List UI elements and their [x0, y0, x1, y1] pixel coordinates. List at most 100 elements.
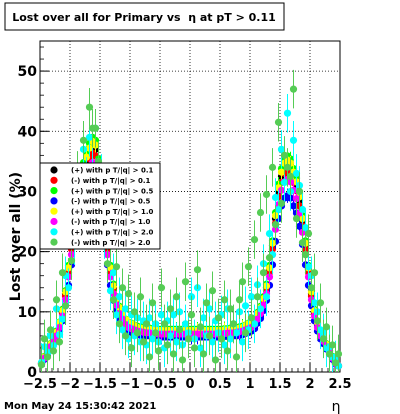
data-point [148, 335, 157, 343]
data-point [124, 290, 133, 298]
legend-label: (-) with p T/|q| > 0.5 [71, 198, 151, 207]
data-point [130, 308, 139, 316]
data-point [277, 145, 286, 153]
data-point [121, 305, 130, 313]
x-tick-label: 0 [185, 377, 194, 392]
data-point [217, 335, 226, 343]
data-point [181, 320, 190, 328]
x-tick-label: −1 [120, 377, 140, 392]
legend-label: (+) with p T/|q| > 2.0 [71, 229, 154, 238]
data-point [226, 335, 235, 343]
data-point [64, 264, 73, 272]
x-tick-label: 1 [245, 377, 254, 392]
data-point [241, 302, 250, 310]
data-point [301, 251, 310, 259]
legend-marker [50, 217, 58, 226]
data-point [304, 263, 313, 271]
data-point [238, 278, 247, 286]
data-point [238, 338, 247, 346]
data-point [115, 293, 124, 301]
data-point [331, 359, 340, 367]
legend-marker [50, 176, 58, 184]
data-point [262, 190, 271, 199]
y-tick-label: 0 [27, 365, 37, 381]
x-tick-label: −2.5 [23, 377, 57, 392]
data-point [310, 269, 319, 277]
data-point [154, 347, 163, 355]
data-point [250, 320, 259, 328]
data-point [328, 341, 337, 349]
timestamp: Mon May 24 15:30:42 2021 [4, 401, 156, 412]
data-point [280, 178, 289, 187]
data-point [163, 341, 172, 349]
data-point [157, 284, 166, 292]
data-point [199, 314, 208, 322]
data-point [292, 195, 301, 203]
legend-marker [50, 207, 58, 215]
data-point [208, 338, 217, 346]
data-point [316, 299, 325, 307]
data-point [271, 220, 280, 229]
y-tick-label: 30 [18, 184, 38, 200]
data-point [37, 361, 46, 369]
data-point [292, 214, 301, 223]
data-point [103, 260, 112, 268]
data-point [79, 136, 88, 144]
legend-marker [50, 187, 58, 195]
data-point [112, 311, 121, 319]
legend-label: (+) with p T/|q| > 0.5 [71, 187, 154, 196]
data-point [214, 314, 223, 322]
data-point [274, 118, 283, 126]
data-point [289, 85, 298, 93]
data-point [40, 335, 49, 343]
x-tick-label: 0.5 [208, 377, 231, 392]
data-point [223, 347, 232, 355]
data-point [181, 278, 190, 286]
data-point [109, 296, 118, 304]
data-point [289, 202, 298, 210]
data-point [208, 287, 217, 295]
data-point [256, 305, 265, 313]
data-point [229, 320, 238, 328]
title-box [4, 2, 285, 31]
data-point [277, 168, 286, 176]
data-point [46, 326, 55, 334]
data-point [169, 311, 178, 319]
data-point [199, 350, 208, 358]
data-point [49, 347, 58, 355]
legend-label: (+) with p T/|q| > 0.1 [71, 167, 154, 176]
data-point [127, 344, 136, 352]
data-point [205, 305, 214, 313]
data-point [145, 314, 154, 322]
data-point [184, 335, 193, 343]
data-point [232, 353, 241, 361]
data-point [322, 323, 331, 331]
data-point [166, 305, 175, 313]
y-tick-label: 10 [18, 305, 38, 321]
x-tick-label: 1.5 [268, 377, 291, 392]
data-point [52, 296, 61, 304]
legend-label: (+) with p T/|q| > 1.0 [71, 208, 154, 217]
data-point [295, 187, 304, 196]
data-point [283, 109, 292, 117]
data-point [286, 172, 295, 181]
data-point [298, 205, 307, 214]
data-point [109, 269, 118, 277]
data-point [133, 329, 142, 337]
data-point [118, 326, 127, 334]
axis-ticks: −2.5 −2 −1.5 −1 −0.5 0 0.5 1 1.5 2 2.5 0 10 20 30 40 50 [18, 46, 352, 392]
data-point [118, 284, 127, 292]
data-point [307, 284, 316, 292]
legend-marker [50, 228, 58, 236]
data-point [61, 302, 70, 310]
data-point [121, 332, 130, 340]
data-point [280, 151, 289, 159]
data-point [172, 338, 181, 346]
data-point [112, 263, 121, 271]
data-point [313, 317, 322, 325]
x-axis-title: η [332, 399, 341, 414]
data-point [259, 269, 268, 277]
data-point [196, 323, 205, 331]
data-point [196, 344, 205, 352]
data-point [265, 254, 274, 262]
